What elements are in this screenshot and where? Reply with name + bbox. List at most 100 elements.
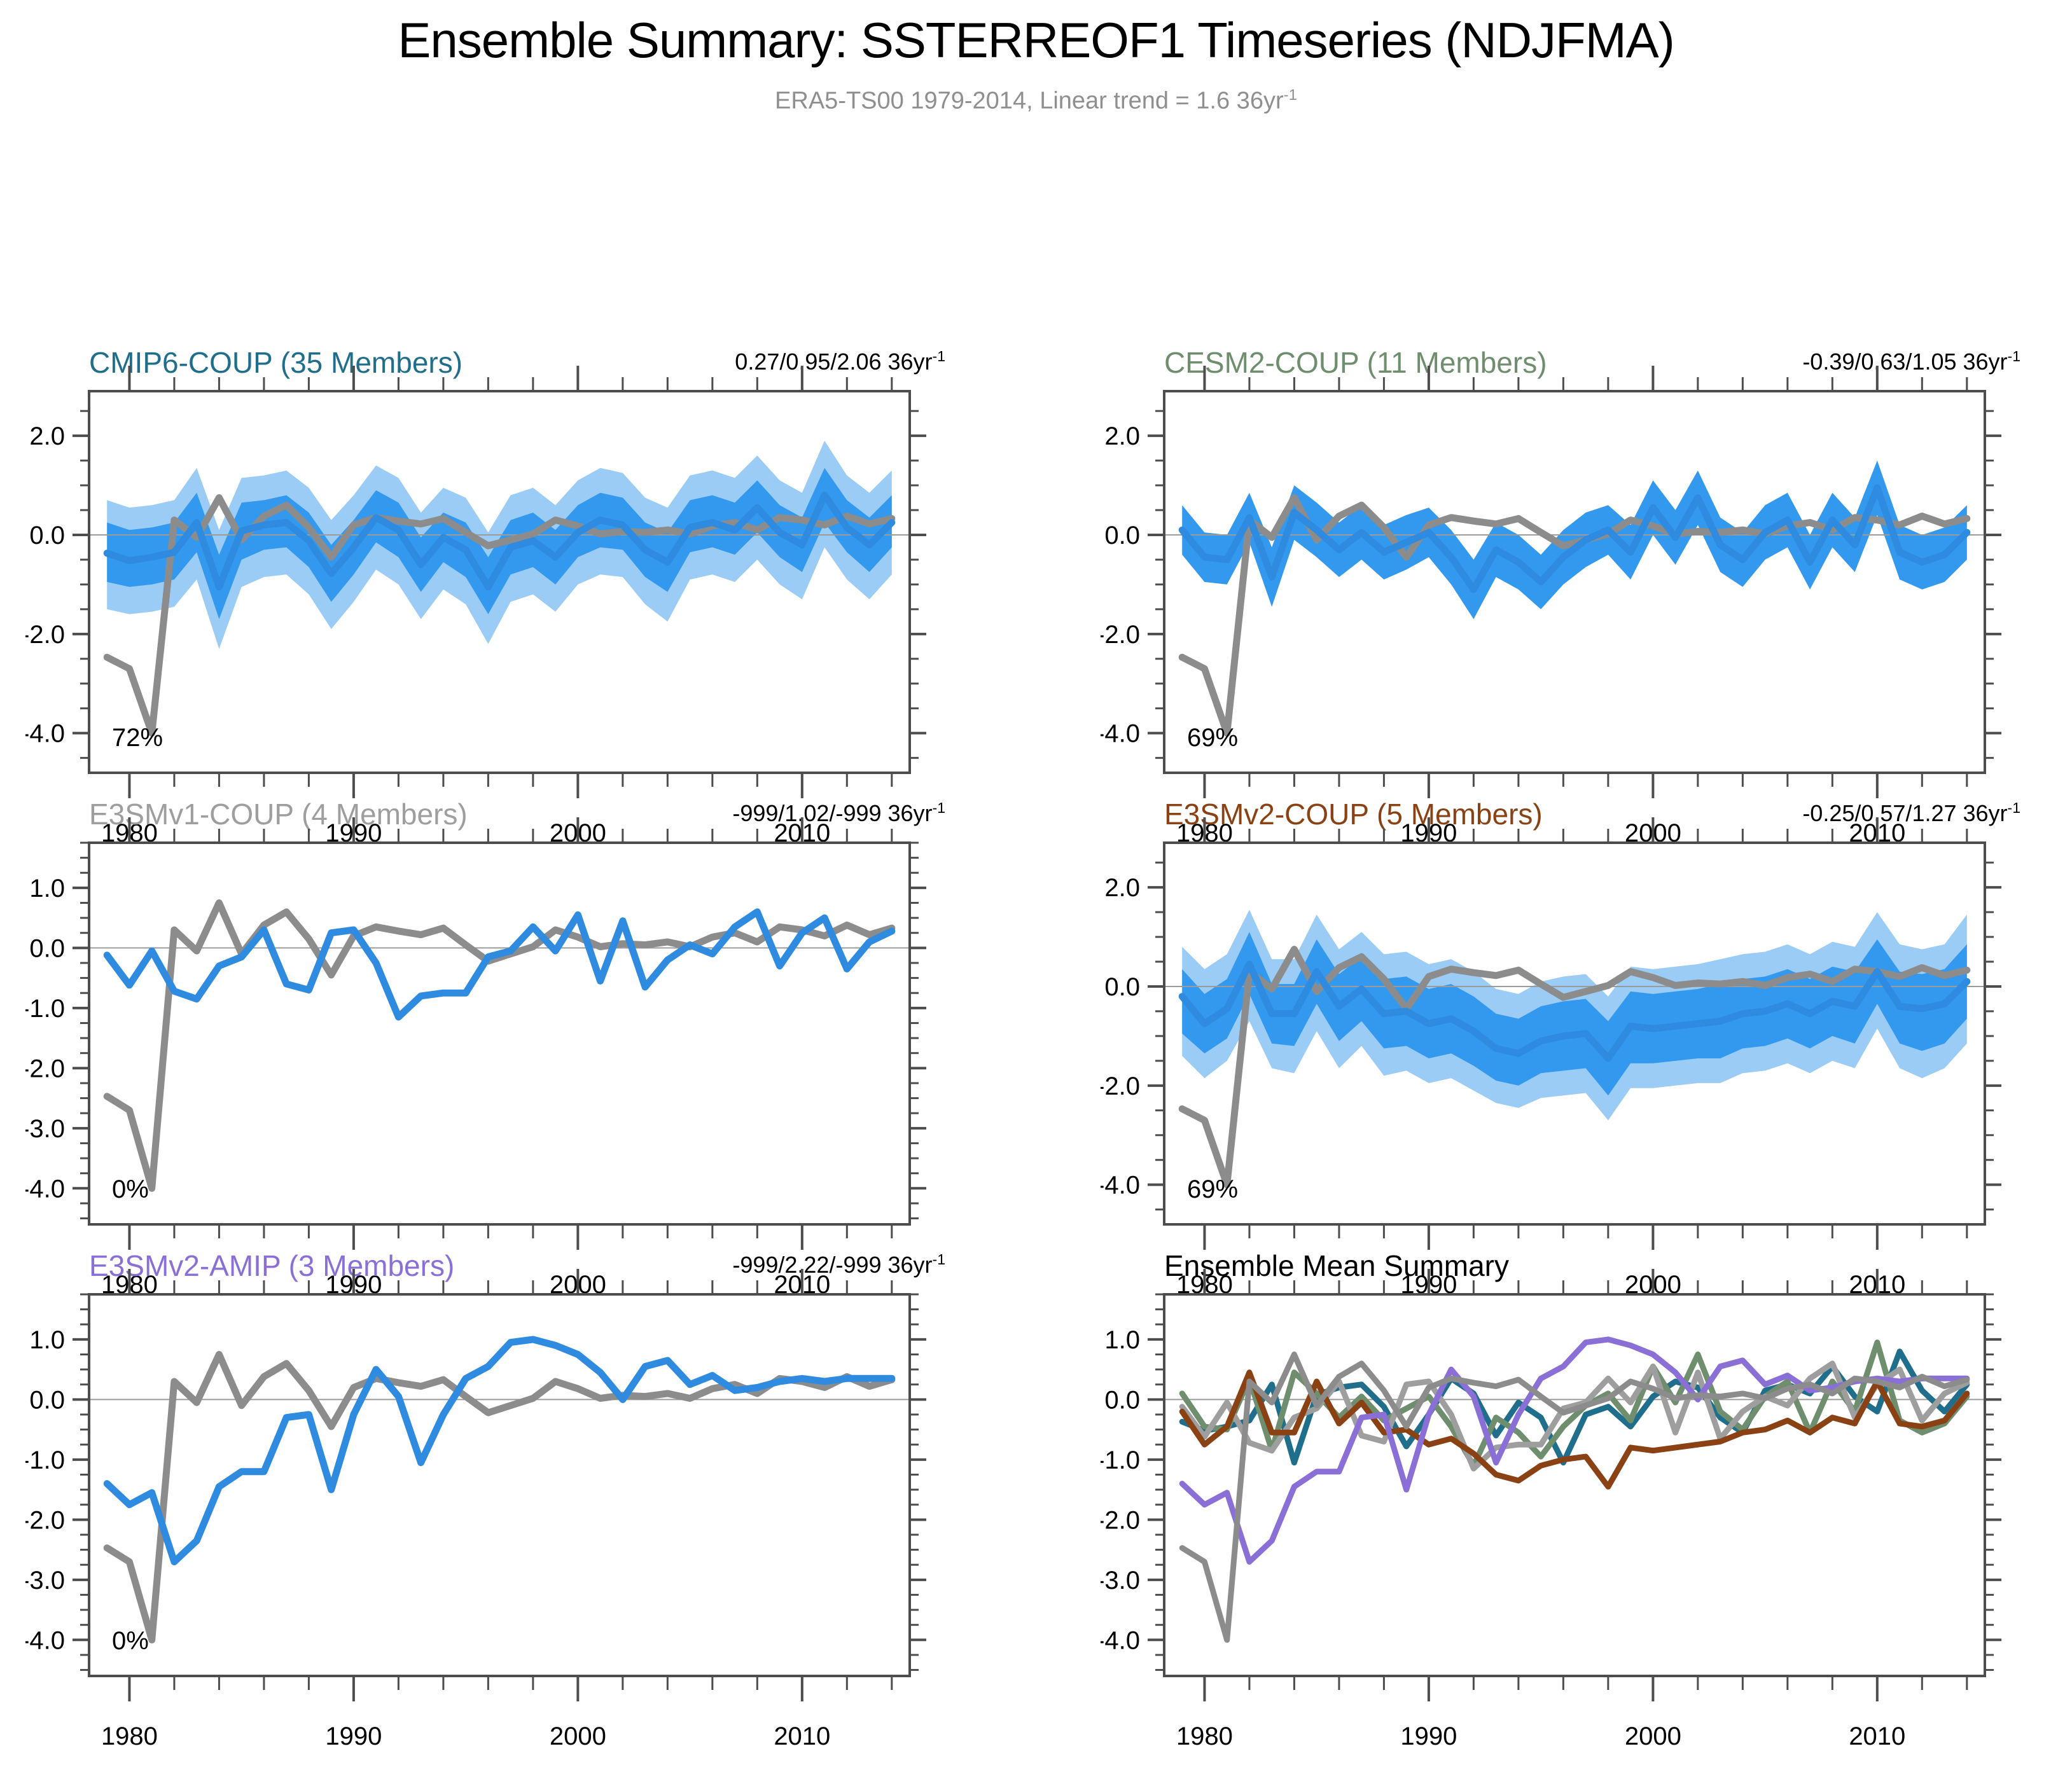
series-line-era5-ts00: [1179, 1352, 1970, 1643]
subtitle-superscript: -1: [1283, 87, 1297, 104]
x-tick-label: 2010: [774, 1722, 830, 1750]
series-group-ensemble-mean-summary: [1164, 1336, 1985, 1643]
panel-header-cmip6-coup: CMIP6-COUP (35 Members) 0.27/0.95/2.06 36…: [25, 345, 948, 385]
percent-within-label: 69%: [1187, 1175, 1238, 1203]
y-tick-label: 0.0: [1104, 1386, 1140, 1414]
y-tick-label: 0.0: [29, 934, 65, 962]
ensemble-mean-line: [103, 1336, 896, 1565]
observation-line: [103, 1351, 896, 1644]
panel-trend-stats-cesm2-coup: -0.39/0.63/1.05 36yr-1: [1802, 348, 2020, 375]
panel-title-e3smv2-coup: E3SMv2-COUP (5 Members): [1164, 798, 1543, 831]
y-tick-label: -2.0: [1101, 621, 1140, 649]
panel-title-e3smv2-amip: E3SMv2-AMIP (3 Members): [89, 1249, 455, 1282]
y-tick-label: -4.0: [1101, 1172, 1140, 1200]
plot-background: [89, 843, 910, 1224]
percent-within-label: 0%: [112, 1627, 149, 1655]
panel-trend-stats-cmip6-coup: 0.27/0.95/2.06 36yr-1: [735, 348, 945, 375]
y-tick-label: 1.0: [29, 875, 65, 903]
y-tick-label: -3.0: [25, 1567, 65, 1595]
panel-trend-stats-e3smv2-amip: -999/2.22/-999 36yr-1: [732, 1251, 945, 1278]
panel-trend-stats-e3smv1-coup: -999/1.02/-999 36yr-1: [732, 799, 945, 827]
y-tick-label: 2.0: [29, 422, 65, 450]
y-tick-label: -4.0: [1101, 1626, 1140, 1654]
trend-stats-exponent: -1: [2007, 799, 2020, 816]
panel-header-ensemble-mean-summary: Ensemble Mean Summary: [1101, 1249, 2023, 1288]
series-line-e3smv1-coup: [1179, 1360, 1970, 1472]
percent-within-label: 69%: [1187, 724, 1238, 752]
panel-e3smv1-coup: E3SMv1-COUP (4 Members) -999/1.02/-999 36…: [25, 797, 948, 1313]
panel-ensemble-mean-summary: Ensemble Mean Summary 1.0 0.0 -1.0 -2.0 -3.0 -…: [1101, 1249, 2023, 1765]
y-tick-label: 1.0: [1104, 1326, 1140, 1354]
figure-subtitle: ERA5-TS00 1979-2014, Linear trend = 1.6 …: [0, 87, 2072, 115]
x-tick-label: 2000: [550, 1722, 606, 1750]
trend-stats-text: -0.25/0.57/1.27 36yr: [1802, 800, 2008, 826]
panel-title-ensemble-mean-summary: Ensemble Mean Summary: [1164, 1249, 1509, 1282]
y-tick-label: -1.0: [1101, 1446, 1140, 1474]
panel-header-e3smv2-coup: E3SMv2-COUP (5 Members) -0.25/0.57/1.27 3…: [1101, 797, 2023, 836]
y-tick-label: 1.0: [29, 1326, 65, 1354]
x-tick-label: 2000: [1625, 1722, 1681, 1750]
panel-title-cmip6-coup: CMIP6-COUP (35 Members): [89, 346, 463, 379]
axis-frame: [1163, 841, 1986, 1226]
ensemble-mean-line: [103, 908, 896, 1021]
trend-stats-text: -999/1.02/-999 36yr: [732, 800, 933, 826]
trend-stats-exponent: -1: [932, 799, 945, 816]
axis-frame: [88, 1293, 911, 1677]
ensemble-mean-line: [1178, 484, 1971, 593]
y-tick-label: 0.0: [1104, 522, 1140, 550]
trend-stats-text: 0.27/0.95/2.06 36yr: [735, 349, 933, 375]
series-group-e3smv1-coup: [89, 899, 910, 1192]
y-tick-label: -2.0: [25, 1506, 65, 1534]
plot-background: [1164, 391, 1985, 773]
spread-band-inner: [1182, 932, 1967, 1096]
series-group-e3smv2-coup: [1164, 910, 1985, 1189]
page-title: Ensemble Summary: SSTERREOF1 Timeseries …: [398, 12, 1674, 68]
ensemble-mean-line: [103, 492, 896, 591]
percent-within-label: 72%: [112, 724, 163, 752]
y-tick-label: -1.0: [25, 1446, 65, 1474]
y-tick-label: -1.0: [25, 995, 65, 1023]
panel-cesm2-coup: CESM2-COUP (11 Members) -0.39/0.63/1.05 3…: [1101, 345, 2023, 862]
y-tick-label: 2.0: [1104, 874, 1140, 902]
series-group-cmip6-coup: [89, 440, 910, 737]
y-tick-label: -4.0: [25, 1626, 65, 1654]
axis-frame: [1163, 390, 1986, 774]
y-tick-label: -2.0: [1101, 1072, 1140, 1100]
panel-cmip6-coup: CMIP6-COUP (35 Members) 0.27/0.95/2.06 36…: [25, 345, 948, 862]
plot-e3smv2-amip: 1.0 0.0 -1.0 -2.0 -3.0 -4.0 1980 1990 2000 2010 0%: [25, 1269, 926, 1750]
ensemble-mean-line: [1178, 960, 1971, 1062]
trend-stats-text: -999/2.22/-999 36yr: [732, 1252, 933, 1278]
panel-header-e3smv1-coup: E3SMv1-COUP (4 Members) -999/1.02/-999 36…: [25, 797, 948, 836]
y-tick-label: -2.0: [25, 621, 65, 649]
series-line-e3smv2-amip: [1179, 1336, 1970, 1565]
panel-title-cesm2-coup: CESM2-COUP (11 Members): [1164, 346, 1547, 379]
subtitle-text: ERA5-TS00 1979-2014, Linear trend = 1.6 …: [775, 87, 1284, 114]
percent-within-label: 0%: [112, 1175, 149, 1203]
panel-header-cesm2-coup: CESM2-COUP (11 Members) -0.39/0.63/1.05 3…: [1101, 345, 2023, 385]
axis-frame: [88, 390, 911, 774]
y-tick-label: 2.0: [1104, 422, 1140, 450]
y-tick-label: 0.0: [29, 1386, 65, 1414]
trend-stats-text: -0.39/0.63/1.05 36yr: [1802, 349, 2008, 375]
panel-title-e3smv1-coup: E3SMv1-COUP (4 Members): [89, 798, 468, 831]
axis-frame: [88, 841, 911, 1226]
panel-header-e3smv2-amip: E3SMv2-AMIP (3 Members) -999/2.22/-999 36…: [25, 1249, 948, 1288]
axis-frame: [1163, 1293, 1986, 1677]
x-tick-label: 1980: [101, 1722, 158, 1750]
trend-stats-exponent: -1: [932, 348, 945, 364]
y-tick-label: -3.0: [25, 1115, 65, 1143]
y-tick-label: -4.0: [25, 1175, 65, 1203]
series-group-cesm2-coup: [1164, 460, 1985, 737]
y-tick-label: -4.0: [1101, 720, 1140, 748]
y-tick-label: -2.0: [1101, 1506, 1140, 1534]
trend-stats-exponent: -1: [2007, 348, 2020, 364]
plot-ensemble-mean-summary: 1.0 0.0 -1.0 -2.0 -3.0 -4.0 1980 1990 2000 2010: [1101, 1269, 2001, 1750]
x-tick-label: 1990: [325, 1722, 382, 1750]
panel-e3smv2-amip: E3SMv2-AMIP (3 Members) -999/2.22/-999 36…: [25, 1249, 948, 1765]
y-tick-label: -2.0: [25, 1055, 65, 1083]
y-tick-label: 0.0: [29, 522, 65, 550]
